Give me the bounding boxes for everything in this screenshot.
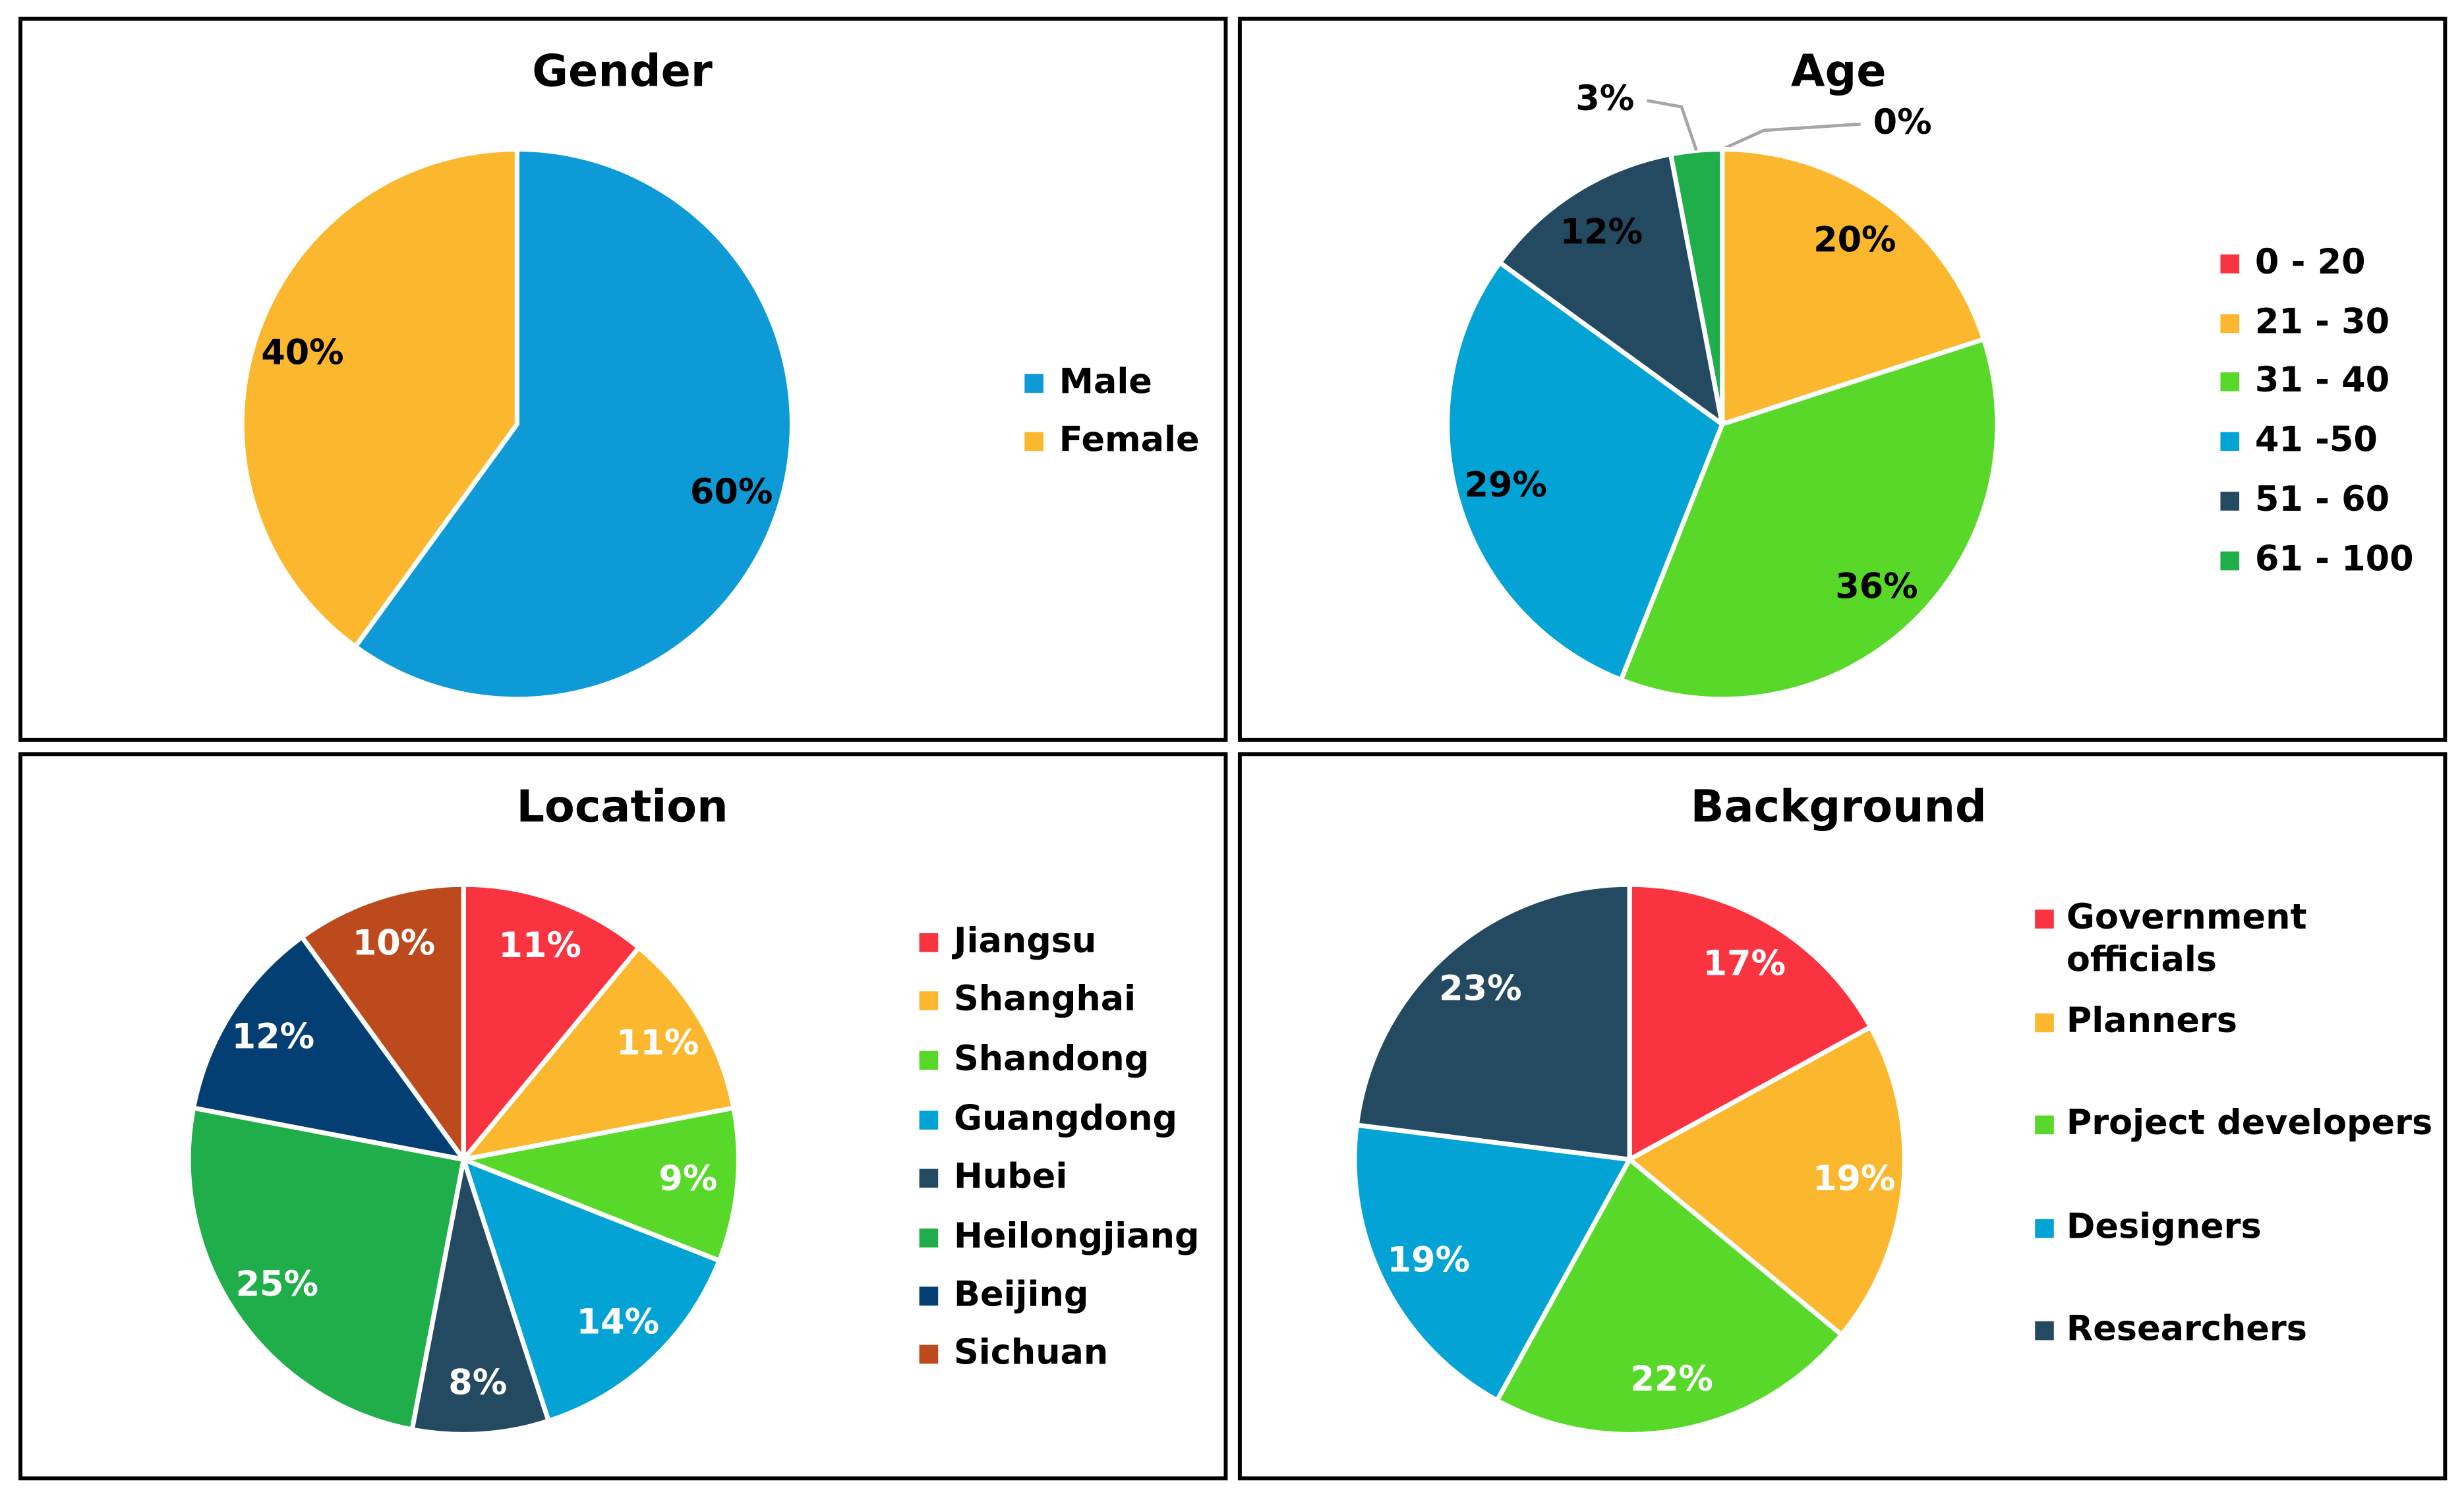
pie-slice	[461, 945, 736, 1162]
legend-item: Designers	[2066, 1208, 2262, 1248]
pie-slice	[1720, 146, 1987, 427]
legend-label: 0 - 20	[2255, 242, 2366, 282]
chart-title: Background	[1691, 780, 1987, 832]
legend-label: 31 - 40	[2255, 360, 2390, 400]
pie-slice	[186, 1105, 466, 1432]
legend-swatch	[919, 1344, 939, 1364]
legend-label: Sichuan	[954, 1333, 1108, 1373]
value-label: 20%	[1813, 220, 1896, 260]
pie-slice	[191, 935, 466, 1162]
legend-item: Researchers	[2066, 1310, 2307, 1350]
legend-label: Designers	[2066, 1208, 2262, 1248]
pie-slice	[1497, 152, 1725, 427]
legend-swatch	[1024, 374, 1043, 393]
value-label: 17%	[1703, 944, 1786, 984]
value-label: 12%	[232, 1017, 315, 1057]
pie-slice	[1445, 260, 1725, 683]
legend-label: Female	[1059, 420, 1200, 460]
value-label: 14%	[577, 1302, 660, 1342]
chart-title: Gender	[532, 45, 713, 97]
legend-swatch	[2220, 551, 2240, 571]
legend-label: Guangdong	[954, 1098, 1177, 1138]
value-label: 19%	[1388, 1240, 1471, 1280]
legend-label: 21 - 30	[2255, 302, 2390, 342]
value-label: 11%	[616, 1023, 699, 1063]
legend-label: Hubei	[954, 1157, 1067, 1197]
legend-swatch	[919, 1228, 939, 1248]
chart-title: Location	[516, 780, 728, 832]
value-label: 40%	[261, 333, 344, 373]
value-label: 8%	[448, 1362, 507, 1402]
pie-slice	[1627, 882, 1873, 1162]
legend-label: Male	[1059, 361, 1152, 401]
legend-item: Project developers	[2066, 1104, 2433, 1144]
chart-title: Age	[1791, 45, 1887, 97]
legend-swatch	[2220, 314, 2240, 333]
legend-swatch	[2035, 1013, 2054, 1033]
legend-label: Researchers	[2066, 1310, 2307, 1350]
value-label: 9%	[659, 1159, 717, 1199]
pie-slice	[1354, 882, 1632, 1162]
pie-slice	[239, 146, 519, 649]
legend-swatch	[2220, 254, 2240, 274]
legend-label: Shandong	[954, 1039, 1149, 1079]
value-label: 29%	[1465, 465, 1548, 505]
legend-label: 51 - 60	[2255, 479, 2390, 519]
legend-swatch	[919, 1286, 939, 1306]
legend-label: Heilongjiang	[954, 1216, 1200, 1256]
pie-chart: Location 11% Jiangsu 11% Shanghai 9% Shandong 1…	[186, 780, 1200, 1437]
legend-label: 41 -50	[2255, 420, 2378, 460]
legend-label: Project developers	[2066, 1104, 2433, 1144]
legend-swatch	[2035, 909, 2054, 929]
pie-slice	[299, 882, 466, 1162]
value-label: 23%	[1439, 968, 1522, 1008]
value-label: 3%	[1575, 78, 1634, 119]
pie-chart: Background 17% Government officials 19% Plan…	[1352, 780, 2433, 1437]
pie-slice	[1352, 1122, 1632, 1403]
value-label: 0%	[1873, 102, 1932, 142]
legend-label: 61 - 100	[2255, 539, 2414, 579]
legend-swatch	[2035, 1321, 2054, 1340]
value-label: 19%	[1813, 1159, 1896, 1199]
legend-swatch	[2220, 492, 2240, 511]
legend-swatch	[2035, 1219, 2054, 1238]
legend-item: Government officials	[2066, 898, 2307, 981]
legend-label: Beijing	[954, 1274, 1088, 1314]
leader-line	[1646, 99, 1698, 152]
legend-swatch	[919, 1168, 939, 1188]
pie-slice	[1668, 146, 1725, 427]
legend-label: Government officials	[2066, 898, 2307, 981]
pie-slice	[1494, 1157, 1844, 1437]
pie-chart: Age 0% 0 - 20 20% 21 - 30 36% 31 - 40 29% 41 -50…	[1445, 45, 2414, 702]
value-label: 36%	[1835, 567, 1918, 607]
pie-slice	[461, 882, 641, 1162]
pie-slice	[461, 1105, 741, 1263]
legend-label: Shanghai	[954, 979, 1136, 1019]
legend-label: Jiangsu	[952, 921, 1096, 961]
legend-swatch	[1024, 432, 1043, 451]
pie-slice	[409, 1157, 551, 1437]
value-label: 11%	[498, 925, 581, 965]
legend-swatch	[2220, 432, 2240, 451]
legend-swatch	[919, 933, 939, 952]
legend-swatch	[2220, 372, 2240, 391]
legend-swatch	[919, 1051, 939, 1070]
value-label: 12%	[1560, 212, 1643, 252]
value-label: 60%	[690, 472, 773, 512]
legend-swatch	[919, 991, 939, 1010]
pie-slice	[1627, 1024, 1907, 1337]
value-label: 22%	[1630, 1359, 1713, 1399]
leader-line	[1721, 122, 1861, 151]
value-label: 10%	[353, 923, 436, 964]
legend-swatch	[2035, 1115, 2054, 1135]
pie-chart: Gender 60% Male 40% Female	[239, 45, 1200, 702]
legend-item: Planners	[2066, 1002, 2237, 1042]
value-label: 25%	[236, 1264, 319, 1304]
legend-swatch	[919, 1110, 939, 1130]
pie-slice	[1618, 337, 2000, 702]
pie-slice	[353, 146, 795, 702]
legend-label: Planners	[2066, 1002, 2237, 1042]
